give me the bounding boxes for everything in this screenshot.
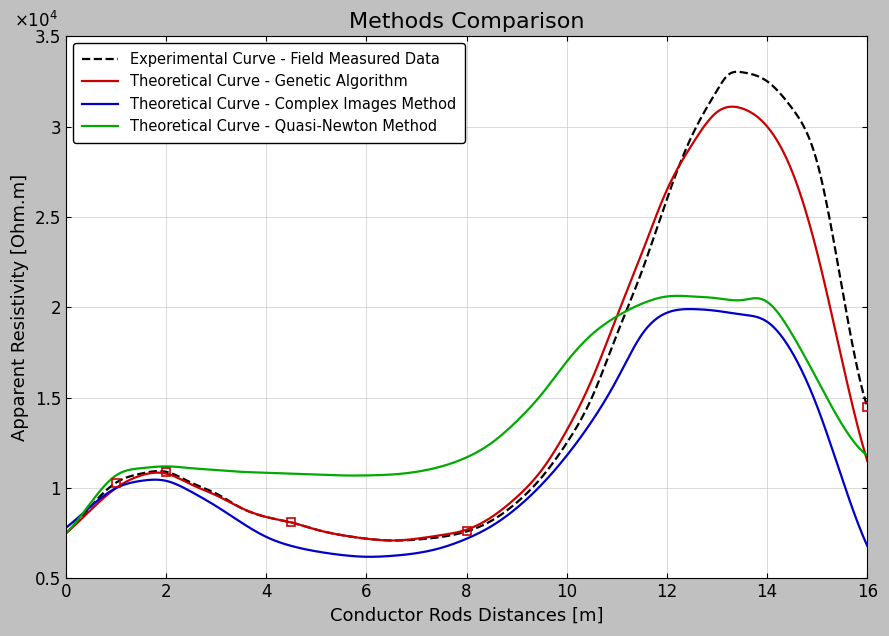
- Theoretical Curve - Complex Images Method: [414, 549, 425, 556]
- Theoretical Curve - Complex Images Method: [364, 553, 375, 560]
- Experimental Curve - Field Measured Data: [686, 132, 697, 140]
- Theoretical Curve - Quasi-Newton Method: [413, 467, 424, 475]
- Theoretical Curve - Complex Images Method: [687, 305, 698, 313]
- Line: Experimental Curve - Field Measured Data: Experimental Curve - Field Measured Data: [66, 72, 868, 541]
- Theoretical Curve - Quasi-Newton Method: [686, 293, 697, 300]
- Experimental Curve - Field Measured Data: [385, 537, 396, 544]
- Theoretical Curve - Genetic Algorithm: [414, 534, 425, 542]
- Line: Theoretical Curve - Complex Images Method: Theoretical Curve - Complex Images Metho…: [66, 309, 868, 556]
- Theoretical Curve - Genetic Algorithm: [385, 537, 396, 544]
- Theoretical Curve - Genetic Algorithm: [686, 141, 697, 149]
- Theoretical Curve - Genetic Algorithm: [612, 312, 622, 320]
- Theoretical Curve - Complex Images Method: [60, 524, 71, 532]
- Experimental Curve - Field Measured Data: [414, 536, 425, 543]
- Experimental Curve - Field Measured Data: [60, 529, 71, 537]
- Theoretical Curve - Complex Images Method: [386, 552, 396, 560]
- Line: Theoretical Curve - Genetic Algorithm: Theoretical Curve - Genetic Algorithm: [66, 107, 868, 541]
- Theoretical Curve - Quasi-Newton Method: [385, 471, 396, 478]
- Theoretical Curve - Genetic Algorithm: [862, 457, 873, 465]
- Line: Theoretical Curve - Quasi-Newton Method: Theoretical Curve - Quasi-Newton Method: [66, 296, 868, 533]
- Legend: Experimental Curve - Field Measured Data, Theoretical Curve - Genetic Algorithm,: Experimental Curve - Field Measured Data…: [73, 43, 465, 142]
- Y-axis label: Apparent Resistivity [Ohm.m]: Apparent Resistivity [Ohm.m]: [11, 174, 29, 441]
- X-axis label: Conductor Rods Distances [m]: Conductor Rods Distances [m]: [330, 607, 604, 625]
- Theoretical Curve - Complex Images Method: [612, 375, 622, 383]
- Experimental Curve - Field Measured Data: [862, 403, 873, 411]
- Theoretical Curve - Complex Images Method: [142, 476, 153, 484]
- Theoretical Curve - Quasi-Newton Method: [611, 313, 621, 321]
- Title: Methods Comparison: Methods Comparison: [348, 12, 584, 32]
- Theoretical Curve - Genetic Algorithm: [726, 103, 737, 111]
- Experimental Curve - Field Measured Data: [389, 537, 400, 544]
- Experimental Curve - Field Measured Data: [612, 330, 622, 338]
- Experimental Curve - Field Measured Data: [701, 105, 711, 113]
- Theoretical Curve - Genetic Algorithm: [387, 537, 397, 544]
- Theoretical Curve - Complex Images Method: [862, 542, 873, 550]
- Theoretical Curve - Quasi-Newton Method: [672, 292, 683, 300]
- Text: $\times 10^4$: $\times 10^4$: [14, 11, 58, 31]
- Theoretical Curve - Complex Images Method: [684, 305, 694, 313]
- Theoretical Curve - Quasi-Newton Method: [60, 529, 71, 537]
- Theoretical Curve - Quasi-Newton Method: [862, 452, 873, 459]
- Theoretical Curve - Genetic Algorithm: [701, 120, 711, 127]
- Theoretical Curve - Complex Images Method: [701, 306, 712, 314]
- Experimental Curve - Field Measured Data: [732, 68, 742, 76]
- Theoretical Curve - Genetic Algorithm: [60, 529, 71, 537]
- Theoretical Curve - Quasi-Newton Method: [142, 464, 153, 471]
- Theoretical Curve - Genetic Algorithm: [142, 470, 153, 478]
- Experimental Curve - Field Measured Data: [142, 469, 153, 476]
- Theoretical Curve - Quasi-Newton Method: [701, 293, 711, 301]
